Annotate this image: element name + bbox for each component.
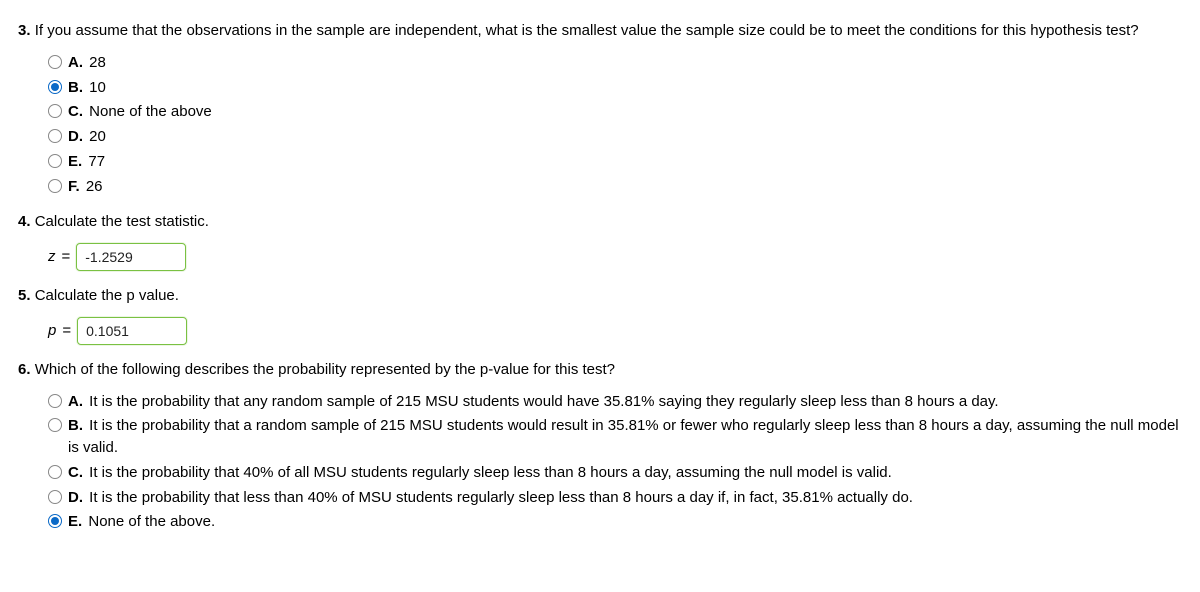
choice-label: C. None of the above: [68, 101, 1182, 123]
p-value-input[interactable]: [77, 317, 187, 345]
radio-icon[interactable]: [48, 490, 62, 504]
radio-icon[interactable]: [48, 154, 62, 168]
q3-choice-b[interactable]: B. 10: [48, 77, 1182, 99]
q6-choice-a[interactable]: A. It is the probability that any random…: [48, 391, 1182, 413]
q3-choice-a[interactable]: A. 28: [48, 52, 1182, 74]
choice-letter: C.: [68, 464, 83, 481]
choice-label: A. It is the probability that any random…: [68, 391, 1182, 413]
question-6-prompt: 6. Which of the following describes the …: [18, 359, 1182, 381]
q6-choice-b[interactable]: B. It is the probability that a random s…: [48, 415, 1182, 459]
choice-text: 26: [82, 178, 103, 195]
question-6-number: 6.: [18, 361, 31, 378]
choice-label: D. 20: [68, 126, 1182, 148]
equals-sign: =: [62, 246, 71, 268]
choice-label: D. It is the probability that less than …: [68, 487, 1182, 509]
radio-icon[interactable]: [48, 55, 62, 69]
radio-icon[interactable]: [48, 514, 62, 528]
choice-label: A. 28: [68, 52, 1182, 74]
radio-icon[interactable]: [48, 179, 62, 193]
question-5-text: Calculate the p value.: [35, 287, 179, 304]
choice-text: 20: [85, 128, 106, 145]
choice-label: F. 26: [68, 176, 1182, 198]
radio-icon[interactable]: [48, 80, 62, 94]
question-4-answer-row: z =: [48, 243, 1182, 271]
radio-icon[interactable]: [48, 394, 62, 408]
equals-sign: =: [62, 320, 71, 342]
choice-text: 77: [84, 153, 105, 170]
choice-label: E. 77: [68, 151, 1182, 173]
choice-text: None of the above.: [84, 513, 215, 530]
choice-letter: B.: [68, 417, 83, 434]
choice-letter: C.: [68, 103, 83, 120]
question-6: 6. Which of the following describes the …: [18, 359, 1182, 533]
question-4-prompt: 4. Calculate the test statistic.: [18, 211, 1182, 233]
p-symbol: p: [48, 320, 56, 342]
question-3-text: If you assume that the observations in t…: [35, 22, 1139, 39]
choice-letter: E.: [68, 513, 82, 530]
choice-letter: D.: [68, 128, 83, 145]
question-4: 4. Calculate the test statistic. z =: [18, 211, 1182, 271]
choice-letter: A.: [68, 54, 83, 71]
choice-text: It is the probability that a random samp…: [68, 417, 1179, 456]
question-4-number: 4.: [18, 213, 31, 230]
choice-text: 10: [85, 79, 106, 96]
choice-letter: F.: [68, 178, 80, 195]
choice-text: 28: [85, 54, 106, 71]
question-5-answer-row: p =: [48, 317, 1182, 345]
question-3-number: 3.: [18, 22, 31, 39]
q3-choice-d[interactable]: D. 20: [48, 126, 1182, 148]
choice-letter: B.: [68, 79, 83, 96]
radio-icon[interactable]: [48, 129, 62, 143]
question-3: 3. If you assume that the observations i…: [18, 20, 1182, 197]
choice-text: It is the probability that any random sa…: [85, 393, 999, 410]
q3-choice-c[interactable]: C. None of the above: [48, 101, 1182, 123]
q3-choice-f[interactable]: F. 26: [48, 176, 1182, 198]
choice-text: It is the probability that 40% of all MS…: [85, 464, 892, 481]
question-4-text: Calculate the test statistic.: [35, 213, 209, 230]
question-6-text: Which of the following describes the pro…: [35, 361, 615, 378]
choice-label: E. None of the above.: [68, 511, 1182, 533]
question-5: 5. Calculate the p value. p =: [18, 285, 1182, 345]
choice-label: B. 10: [68, 77, 1182, 99]
question-5-number: 5.: [18, 287, 31, 304]
choice-letter: D.: [68, 489, 83, 506]
q3-choice-e[interactable]: E. 77: [48, 151, 1182, 173]
question-3-choices: A. 28B. 10C. None of the aboveD. 20E. 77…: [48, 52, 1182, 198]
radio-icon[interactable]: [48, 104, 62, 118]
question-6-choices: A. It is the probability that any random…: [48, 391, 1182, 534]
question-3-prompt: 3. If you assume that the observations i…: [18, 20, 1182, 42]
q6-choice-d[interactable]: D. It is the probability that less than …: [48, 487, 1182, 509]
choice-letter: E.: [68, 153, 82, 170]
choice-text: It is the probability that less than 40%…: [85, 489, 913, 506]
choice-label: B. It is the probability that a random s…: [68, 415, 1182, 459]
page-root: 3. If you assume that the observations i…: [0, 0, 1200, 567]
z-value-input[interactable]: [76, 243, 186, 271]
question-5-prompt: 5. Calculate the p value.: [18, 285, 1182, 307]
q6-choice-e[interactable]: E. None of the above.: [48, 511, 1182, 533]
z-symbol: z: [48, 246, 56, 268]
radio-icon[interactable]: [48, 418, 62, 432]
radio-icon[interactable]: [48, 465, 62, 479]
choice-label: C. It is the probability that 40% of all…: [68, 462, 1182, 484]
choice-letter: A.: [68, 393, 83, 410]
choice-text: None of the above: [85, 103, 212, 120]
q6-choice-c[interactable]: C. It is the probability that 40% of all…: [48, 462, 1182, 484]
